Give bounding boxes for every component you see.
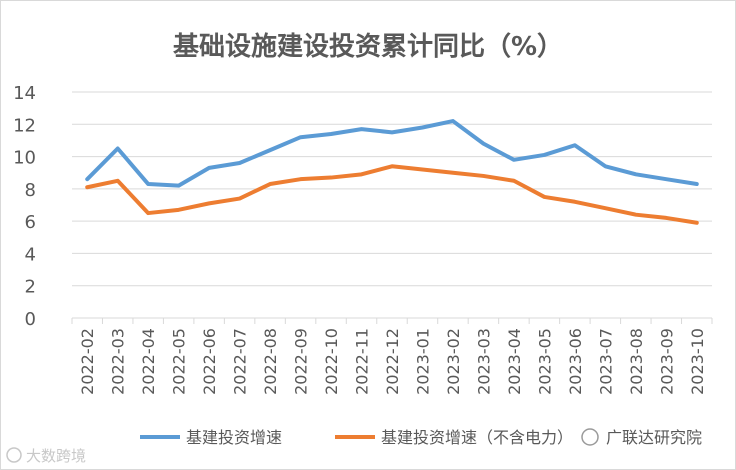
legend-label-1: 基建投资增速 bbox=[186, 428, 282, 447]
watermark-logo-icon bbox=[6, 447, 22, 463]
y-tick-label: 10 bbox=[13, 148, 36, 169]
y-tick-label: 4 bbox=[25, 244, 36, 265]
x-tick-label: 2022-03 bbox=[109, 328, 128, 395]
y-axis-ticks: 0 2 4 6 8 10 12 14 bbox=[13, 83, 36, 330]
y-tick-label: 2 bbox=[25, 277, 36, 298]
watermark-left-text: 大数跨境 bbox=[26, 447, 86, 465]
y-tick-label: 14 bbox=[13, 83, 36, 104]
series-lines bbox=[85, 119, 699, 225]
y-tick-label: 8 bbox=[25, 180, 36, 201]
x-tick-label: 2022-08 bbox=[261, 328, 280, 395]
x-tick-label: 2022-11 bbox=[353, 328, 372, 395]
x-tick-label: 2022-10 bbox=[322, 328, 341, 395]
x-tick-label: 2022-07 bbox=[231, 328, 250, 395]
watermark-right: 广联达研究院 bbox=[581, 428, 702, 447]
wechat-icon bbox=[581, 428, 599, 446]
y-tick-label: 12 bbox=[13, 115, 36, 136]
x-tick-label: 2022-06 bbox=[200, 328, 219, 395]
x-tick-label: 2023-02 bbox=[444, 328, 463, 395]
x-tick-label: 2023-07 bbox=[596, 328, 615, 395]
watermark-left: 大数跨境 bbox=[6, 447, 86, 465]
x-tick-label: 2023-04 bbox=[505, 328, 524, 395]
x-tick-label: 2023-01 bbox=[413, 328, 432, 395]
x-tick-label: 2022-04 bbox=[139, 328, 158, 395]
legend: 基建投资增速 基建投资增速（不含电力） bbox=[140, 428, 573, 447]
x-tick-label: 2022-09 bbox=[292, 328, 311, 395]
x-tick-label: 2023-05 bbox=[535, 328, 554, 395]
x-axis-ticks: 2022-02 2022-03 2022-04 2022-05 2022-06 2022-… bbox=[71, 318, 713, 395]
x-tick-label: 2022-12 bbox=[383, 328, 402, 395]
x-tick-label: 2023-08 bbox=[627, 328, 646, 395]
x-tick-label: 2023-03 bbox=[474, 328, 493, 395]
legend-label-2: 基建投资增速（不含电力） bbox=[381, 428, 573, 447]
watermark-right-text: 广联达研究院 bbox=[606, 428, 702, 447]
y-tick-label: 0 bbox=[25, 309, 36, 330]
chart-title: 基础设施建设投资累计同比（%） bbox=[173, 31, 563, 62]
x-tick-label: 2023-10 bbox=[688, 328, 707, 395]
x-tick-label: 2022-02 bbox=[78, 328, 97, 395]
y-tick-label: 6 bbox=[25, 212, 36, 233]
x-tick-label: 2023-09 bbox=[657, 328, 676, 395]
x-tick-label: 2022-05 bbox=[170, 328, 189, 395]
x-tick-label: 2023-06 bbox=[566, 328, 585, 395]
grid-lines bbox=[72, 91, 712, 319]
